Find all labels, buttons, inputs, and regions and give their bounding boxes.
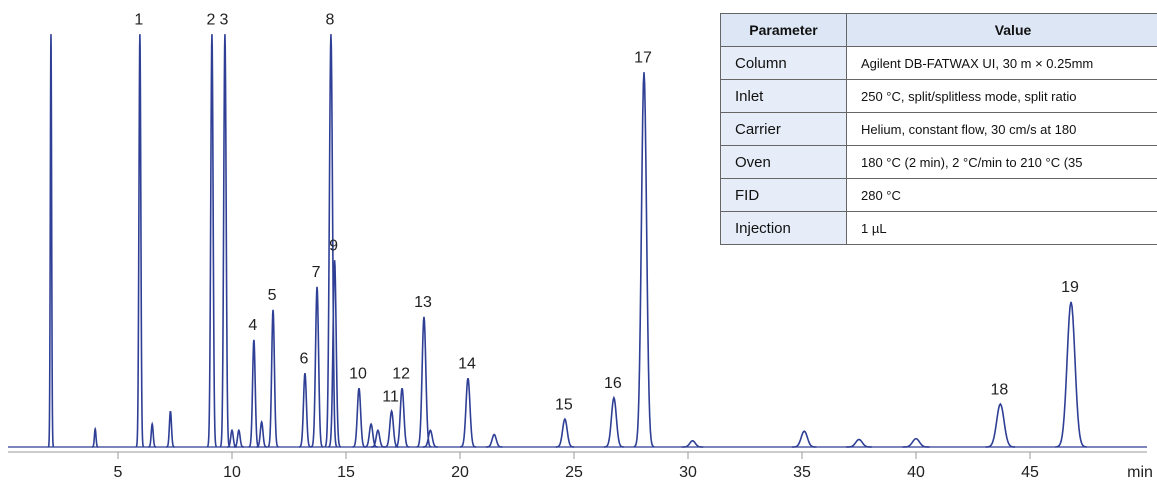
peak — [166, 410, 175, 448]
peak-label: 6 — [300, 350, 309, 367]
parameter-table: Parameter Value Column Agilent DB-FATWAX … — [720, 13, 1157, 245]
peak — [371, 429, 385, 448]
header-cell: Value — [846, 13, 1157, 47]
peak — [91, 426, 99, 448]
table-row: Column Agilent DB-FATWAX UI, 30 m × 0.25m… — [720, 46, 1157, 80]
peak — [47, 34, 55, 448]
table-row: Carrier Helium, constant flow, 30 cm/s at… — [720, 112, 1157, 146]
peak — [1055, 301, 1087, 448]
x-tick-label: 5 — [114, 464, 123, 481]
peak — [324, 34, 338, 448]
parameter-cell: Injection — [720, 211, 847, 245]
x-axis-label: min — [1127, 464, 1153, 481]
peak — [364, 422, 378, 448]
peak-label: 13 — [414, 294, 432, 311]
peak-label: 7 — [312, 264, 321, 281]
parameter-cell: Column — [720, 46, 847, 80]
peak — [555, 417, 575, 448]
peak-label: 16 — [604, 375, 622, 392]
peak — [298, 373, 311, 448]
table-row: Oven 180 °C (2 min), 2 °C/min to 210 °C (… — [720, 145, 1157, 179]
x-tick-label: 20 — [451, 464, 469, 481]
peak — [633, 72, 655, 448]
peak — [148, 421, 157, 448]
peak-label: 15 — [555, 396, 573, 413]
peak-label: 9 — [329, 237, 338, 254]
peak-label: 8 — [325, 11, 334, 28]
table-row: FID 280 °C — [720, 178, 1157, 212]
peak — [219, 34, 231, 448]
peak — [422, 429, 438, 448]
peak-label: 2 — [206, 11, 215, 28]
x-tick-label: 30 — [679, 464, 697, 481]
peak — [256, 419, 267, 448]
peak — [267, 309, 279, 448]
x-tick-label: 25 — [565, 464, 583, 481]
value-cell: 180 °C (2 min), 2 °C/min to 210 °C (35 — [846, 145, 1157, 179]
peak-label: 1 — [134, 11, 143, 28]
peak-label: 14 — [458, 355, 476, 372]
peak — [394, 388, 410, 448]
peak — [459, 378, 476, 448]
x-tick-label: 15 — [337, 464, 355, 481]
x-tick-label: 45 — [1021, 464, 1039, 481]
peak-label: 5 — [268, 287, 277, 304]
x-tick-label: 40 — [907, 464, 925, 481]
peak — [384, 408, 399, 448]
peak-label: 10 — [349, 365, 367, 382]
parameter-cell: Oven — [720, 145, 847, 179]
value-cell: 1 µL — [846, 211, 1157, 245]
value-cell: 250 °C, split/splitless mode, split rati… — [846, 79, 1157, 113]
peak — [681, 439, 704, 448]
table-header: Parameter Value — [720, 13, 1157, 47]
peak-label: 19 — [1061, 279, 1079, 296]
x-tick-label: 35 — [793, 464, 811, 481]
value-cell: Agilent DB-FATWAX UI, 30 m × 0.25mm — [846, 46, 1157, 80]
peak — [902, 437, 930, 448]
peak — [792, 430, 817, 448]
peak-label: 4 — [248, 317, 257, 334]
peak — [485, 433, 503, 448]
x-tick-label: 10 — [223, 464, 241, 481]
peak — [206, 34, 218, 448]
peak-label: 17 — [634, 49, 652, 66]
parameter-cell: Inlet — [720, 79, 847, 113]
peak — [416, 316, 432, 448]
peak-label: 3 — [219, 11, 228, 28]
value-cell: 280 °C — [846, 178, 1157, 212]
peak — [352, 388, 366, 448]
peak — [985, 402, 1016, 448]
peak-label: 11 — [382, 388, 399, 405]
peak — [310, 286, 324, 448]
parameter-cell: Carrier — [720, 112, 847, 146]
header-cell: Parameter — [720, 13, 847, 47]
peak-label: 18 — [990, 381, 1008, 398]
peak — [846, 438, 872, 448]
peak — [233, 428, 244, 448]
peak-label: 12 — [392, 365, 410, 382]
peak — [135, 34, 145, 448]
parameter-cell: FID — [720, 178, 847, 212]
peak — [248, 339, 260, 448]
table-row: Injection 1 µL — [720, 211, 1157, 245]
peak — [604, 395, 624, 448]
value-cell: Helium, constant flow, 30 cm/s at 180 — [846, 112, 1157, 146]
table-row: Inlet 250 °C, split/splitless mode, split… — [720, 79, 1157, 113]
peak — [328, 260, 342, 448]
